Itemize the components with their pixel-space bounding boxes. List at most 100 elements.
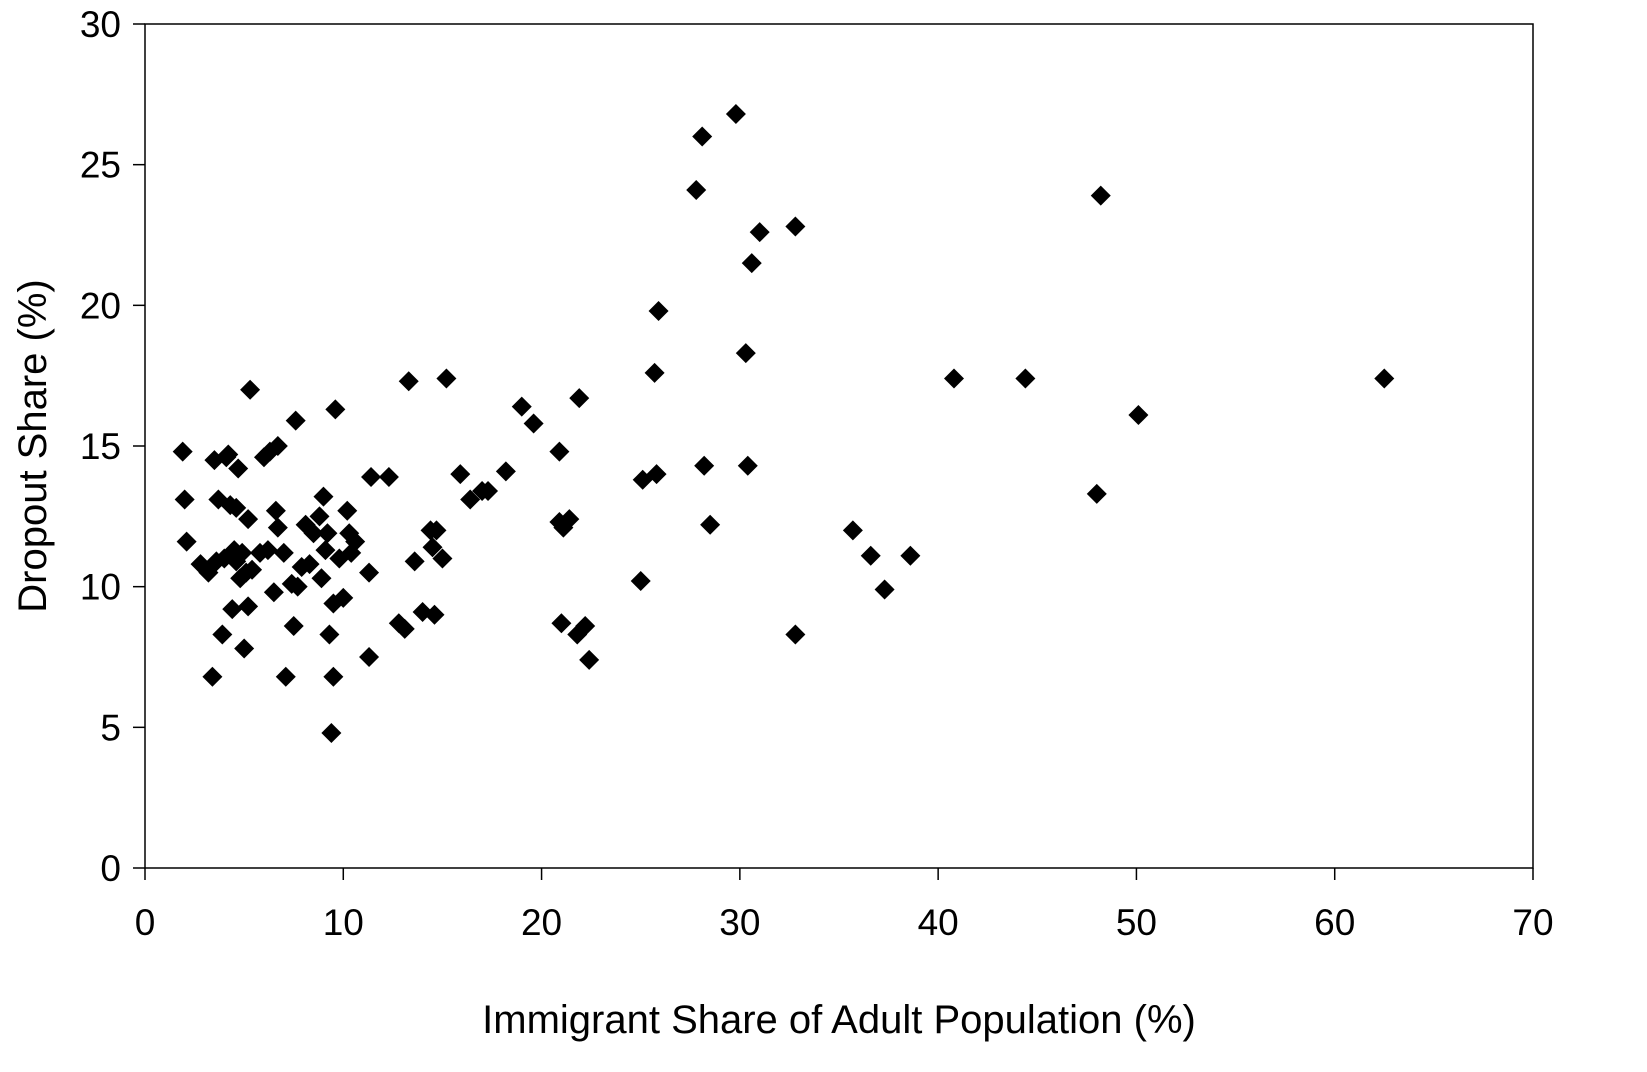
data-point xyxy=(432,548,453,569)
data-point xyxy=(313,486,334,507)
data-point xyxy=(212,624,233,645)
axes: 0 5 10 15 20 25 30 0 10 20 30 40 50 60 70 xyxy=(80,4,1554,943)
data-points xyxy=(172,104,1395,743)
data-point xyxy=(1128,405,1149,426)
data-point xyxy=(265,500,286,521)
data-point xyxy=(426,520,447,541)
data-point xyxy=(378,466,399,487)
data-point xyxy=(267,436,288,456)
data-point xyxy=(319,624,340,645)
data-point xyxy=(232,542,253,563)
data-point xyxy=(944,368,965,389)
data-point xyxy=(345,531,366,552)
data-point xyxy=(737,455,758,476)
data-point xyxy=(337,500,358,521)
data-point xyxy=(735,343,756,364)
data-point xyxy=(285,410,306,431)
data-point xyxy=(361,466,382,487)
y-axis-title: Dropout Share (%) xyxy=(11,279,55,612)
data-point xyxy=(511,396,532,417)
data-point xyxy=(785,624,806,645)
y-tick-label: 25 xyxy=(80,145,121,186)
y-tick-label: 5 xyxy=(100,707,121,748)
data-point xyxy=(172,441,193,462)
data-point xyxy=(1015,368,1036,389)
data-point xyxy=(311,568,332,589)
data-point xyxy=(450,464,471,485)
data-point xyxy=(700,514,721,535)
data-point xyxy=(860,545,881,566)
data-point xyxy=(287,576,308,597)
x-tick-label: 0 xyxy=(135,902,156,943)
data-point xyxy=(559,509,580,530)
data-point xyxy=(315,540,336,561)
data-point xyxy=(299,554,320,575)
data-point xyxy=(495,461,516,482)
y-tick-label: 0 xyxy=(100,848,121,889)
data-point xyxy=(725,104,746,125)
data-point xyxy=(317,523,338,544)
data-point xyxy=(222,599,243,620)
data-point xyxy=(1090,185,1111,206)
data-point xyxy=(646,464,667,485)
data-point xyxy=(242,559,263,580)
data-point xyxy=(394,618,415,639)
x-tick-label: 50 xyxy=(1116,902,1157,943)
data-point xyxy=(549,441,570,462)
data-point xyxy=(234,638,255,659)
data-point xyxy=(874,579,895,600)
data-point xyxy=(404,551,425,572)
data-point xyxy=(785,216,806,237)
data-point xyxy=(325,399,346,420)
data-point xyxy=(692,126,713,147)
x-tick-label: 60 xyxy=(1314,902,1355,943)
data-point xyxy=(333,587,354,608)
data-point xyxy=(283,616,304,637)
data-point xyxy=(842,520,863,541)
data-point xyxy=(359,647,380,667)
data-point xyxy=(240,379,261,400)
data-point xyxy=(267,517,288,538)
plot-area-border xyxy=(144,23,1534,869)
data-point xyxy=(1374,368,1395,389)
data-point xyxy=(323,666,344,687)
data-point xyxy=(648,300,669,321)
data-point xyxy=(228,458,249,479)
data-point xyxy=(218,444,239,465)
data-point xyxy=(398,371,419,392)
x-tick-label: 70 xyxy=(1512,902,1553,943)
data-point xyxy=(569,388,590,409)
data-point xyxy=(422,537,443,558)
x-tick-label: 10 xyxy=(323,902,364,943)
data-point xyxy=(359,562,380,583)
data-point xyxy=(460,489,481,510)
data-point xyxy=(238,596,259,617)
data-point xyxy=(424,604,445,625)
data-point xyxy=(257,540,278,561)
data-point xyxy=(1086,483,1107,504)
data-point xyxy=(579,649,600,670)
data-point xyxy=(176,531,197,552)
data-point xyxy=(436,368,457,389)
data-point xyxy=(523,413,544,434)
data-point xyxy=(321,722,342,743)
data-point xyxy=(303,523,324,544)
y-tick-label: 20 xyxy=(80,285,121,326)
x-tick-label: 40 xyxy=(918,902,959,943)
x-axis-title: Immigrant Share of Adult Population (%) xyxy=(482,998,1196,1042)
data-point xyxy=(644,362,665,383)
data-point xyxy=(226,497,247,518)
data-point xyxy=(478,481,499,502)
data-point xyxy=(263,582,284,603)
data-point xyxy=(551,613,572,634)
x-tick-label: 30 xyxy=(719,902,760,943)
data-point xyxy=(694,455,715,476)
data-point xyxy=(273,542,294,563)
data-point xyxy=(174,489,195,510)
y-tick-label: 30 xyxy=(80,4,121,45)
data-point xyxy=(741,253,762,274)
y-tick-label: 10 xyxy=(80,567,121,608)
data-point xyxy=(900,545,921,566)
